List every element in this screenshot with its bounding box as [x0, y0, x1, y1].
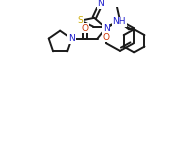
Text: O: O [103, 32, 110, 42]
Text: N: N [97, 0, 104, 8]
Text: N: N [103, 24, 110, 32]
Text: S: S [78, 16, 83, 25]
Text: NH: NH [112, 17, 126, 26]
Text: O: O [81, 24, 88, 33]
Text: N: N [68, 34, 75, 43]
